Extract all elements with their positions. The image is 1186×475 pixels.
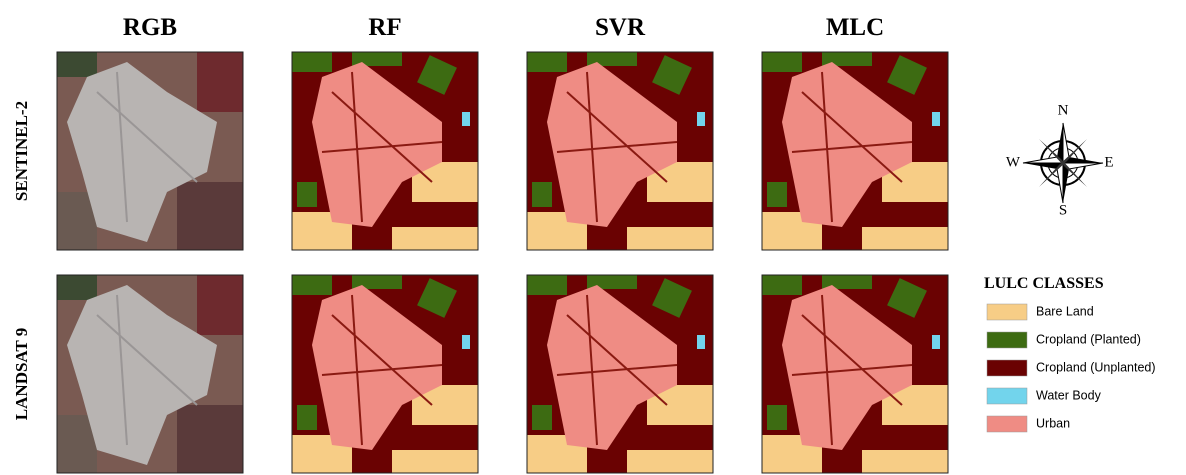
map-panel [292, 275, 478, 473]
legend-title: LULC CLASSES [984, 275, 1104, 292]
legend-swatch [987, 388, 1027, 404]
figure: RGBRFSVRMLC SENTINEL-2LANDSAT 9 N S E W … [0, 0, 1186, 475]
map-panel [527, 52, 713, 250]
legend-label: Bare Land [1036, 304, 1094, 318]
legend-swatch [987, 304, 1027, 320]
map-image [527, 275, 713, 473]
map-panel [527, 275, 713, 473]
compass-e: E [1104, 154, 1113, 170]
row-label: SENTINEL-2 [12, 101, 31, 201]
column-header: SVR [595, 14, 646, 41]
map-image [57, 52, 243, 250]
column-header: MLC [826, 14, 884, 41]
column-header: RF [368, 14, 401, 41]
map-image [292, 275, 478, 473]
map-panel [57, 52, 243, 250]
map-image [57, 275, 243, 473]
legend-swatch [987, 360, 1027, 376]
map-panel [762, 52, 948, 250]
legend-label: Cropland (Planted) [1036, 332, 1141, 346]
legend-label: Cropland (Unplanted) [1036, 360, 1156, 374]
compass-w: W [1006, 154, 1021, 170]
map-panel [292, 52, 478, 250]
map-image [762, 52, 948, 250]
legend-swatch [987, 332, 1027, 348]
legend-label: Urban [1036, 416, 1070, 430]
map-panel [57, 275, 243, 473]
column-header: RGB [123, 14, 177, 41]
map-image [292, 52, 478, 250]
legend-swatch [987, 416, 1027, 432]
compass-s: S [1059, 202, 1067, 218]
legend-label: Water Body [1036, 388, 1102, 402]
compass-n: N [1058, 102, 1069, 118]
map-panel [762, 275, 948, 473]
compass: N S E W [1006, 102, 1114, 218]
map-image [762, 275, 948, 473]
row-label: LANDSAT 9 [12, 328, 31, 420]
map-image [527, 52, 713, 250]
